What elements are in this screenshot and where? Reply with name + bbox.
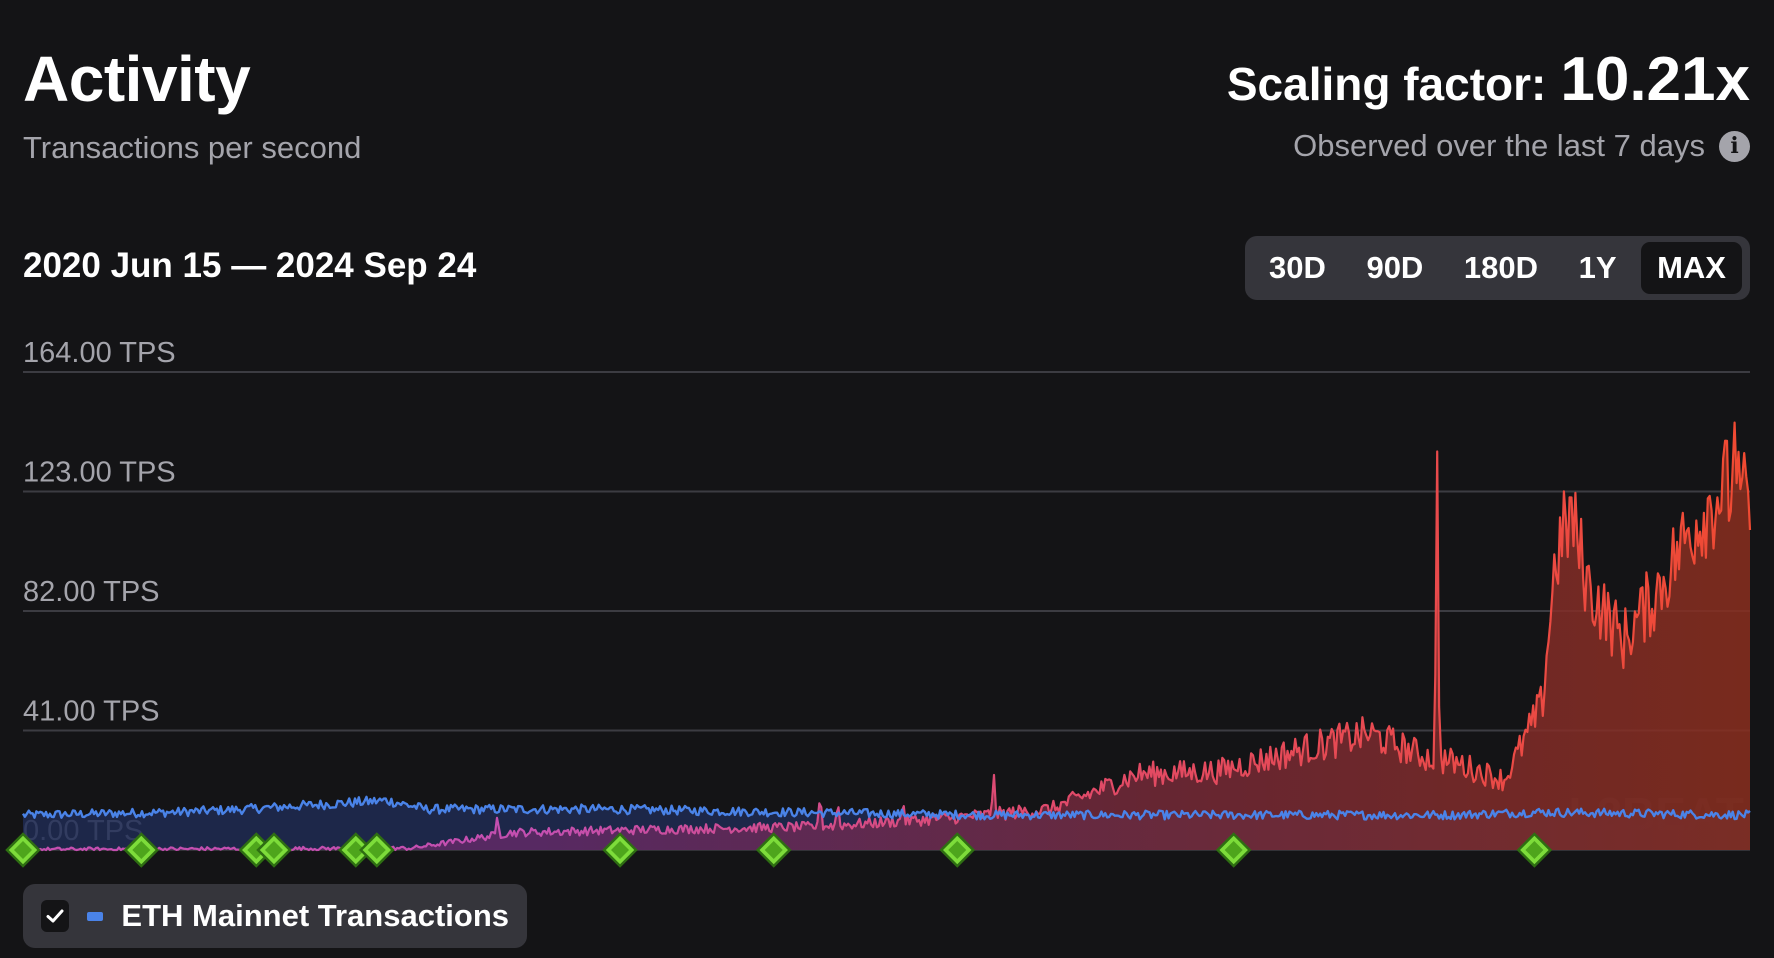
legend-checkbox[interactable] <box>41 900 70 932</box>
l2-area <box>23 422 1750 850</box>
tab-30d[interactable]: 30D <box>1269 250 1326 285</box>
eth-line <box>21 795 1751 821</box>
scaling-factor: Scaling factor: 10.21x <box>1227 44 1750 115</box>
tab-90d[interactable]: 90D <box>1366 250 1424 285</box>
legend-label: ETH Mainnet Transactions <box>121 898 509 933</box>
milestone-marker-inner <box>367 841 386 859</box>
time-range-tabs: 30D 90D 180D 1Y MAX <box>1245 236 1750 300</box>
check-icon <box>46 909 64 923</box>
observed-text: Observed over the last 7 days <box>1293 128 1705 163</box>
milestone-marker-inner <box>611 841 630 859</box>
milestone-marker-inner <box>132 841 151 859</box>
milestone-marker-inner <box>14 841 32 859</box>
scaling-factor-label: Scaling factor: <box>1226 58 1547 110</box>
page-title: Activity <box>23 43 251 115</box>
scaling-factor-value: 10.21x <box>1560 45 1750 114</box>
tab-max[interactable]: MAX <box>1641 242 1742 294</box>
milestone-marker-inner <box>1525 841 1544 859</box>
info-icon[interactable]: i <box>1719 130 1750 162</box>
milestone-marker-inner <box>1224 841 1243 859</box>
legend-swatch <box>87 911 104 921</box>
legend-item-eth[interactable]: ETH Mainnet Transactions <box>23 884 527 948</box>
tab-180d[interactable]: 180D <box>1463 250 1539 285</box>
milestone-marker-inner <box>264 841 283 859</box>
milestone-marker-inner <box>346 841 365 859</box>
y-tick-label: 82.00 TPS <box>23 576 160 608</box>
page-subtitle: Transactions per second <box>23 130 362 165</box>
observed-note: Observed over the last 7 days i <box>1293 128 1750 164</box>
tab-1y[interactable]: 1Y <box>1578 250 1617 285</box>
y-tick-label: 123.00 TPS <box>23 457 176 489</box>
date-range: 2020 Jun 15 — 2024 Sep 24 <box>23 246 477 285</box>
y-tick-label: 41.00 TPS <box>23 696 160 728</box>
milestone-marker-inner <box>948 841 967 859</box>
milestone-marker-inner <box>764 841 783 859</box>
y-tick-label: 164.00 TPS <box>23 337 176 369</box>
